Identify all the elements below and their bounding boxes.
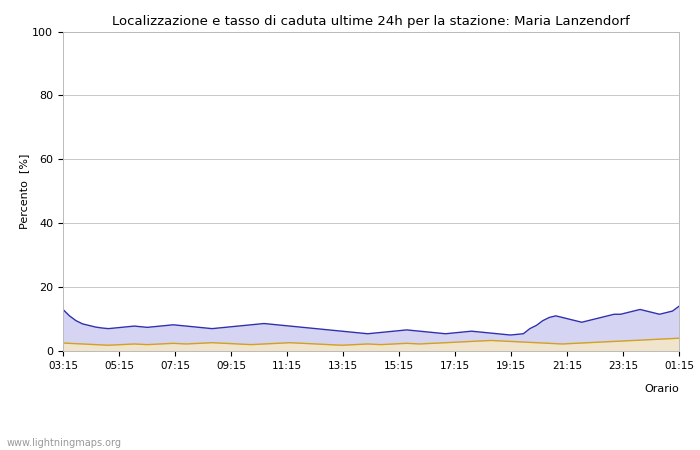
Text: www.lightningmaps.org: www.lightningmaps.org (7, 438, 122, 448)
Title: Localizzazione e tasso di caduta ultime 24h per la stazione: Maria Lanzendorf: Localizzazione e tasso di caduta ultime … (112, 14, 630, 27)
Y-axis label: Percento  [%]: Percento [%] (20, 153, 29, 229)
Text: Orario: Orario (644, 384, 679, 394)
